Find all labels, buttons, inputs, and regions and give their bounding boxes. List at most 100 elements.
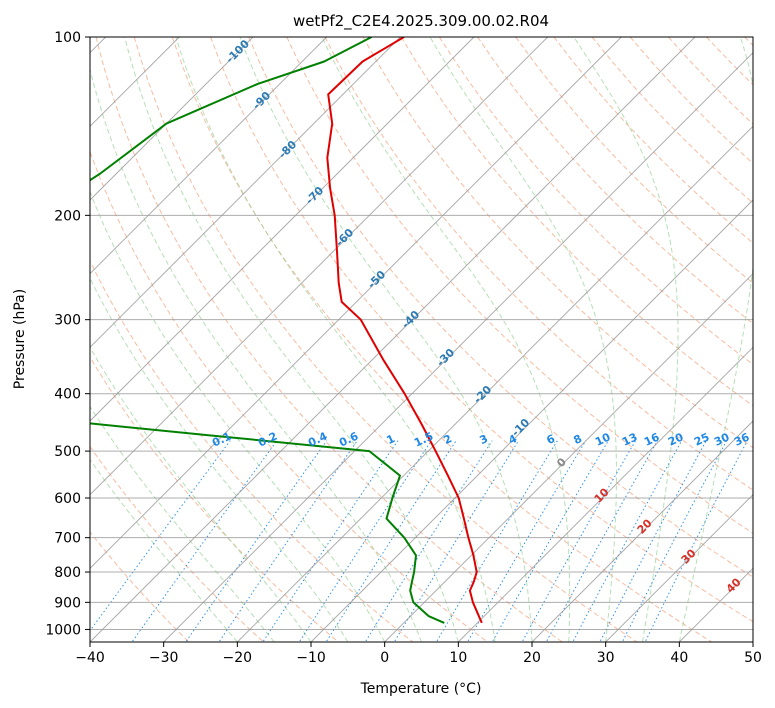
moist-adiabat bbox=[90, 458, 238, 642]
dry-adiabat bbox=[90, 445, 265, 642]
mixing-ratio-line bbox=[621, 440, 728, 642]
moist-adiabat bbox=[429, 37, 617, 642]
mixing-ratio-line bbox=[491, 440, 609, 642]
moist-adiabat bbox=[175, 37, 496, 642]
mixing-ratio-line bbox=[644, 440, 748, 642]
moist-adiabat bbox=[90, 346, 312, 642]
y-tick-label: 300 bbox=[54, 313, 81, 329]
isotherm-line bbox=[90, 37, 328, 275]
plot-line-labels: -100-90-80-70-60-50-40-30-20-10102030400… bbox=[210, 37, 752, 596]
x-axis: −40 −30 −20 −10 0 10 20 30 40 50 bbox=[75, 642, 762, 666]
y-tick-label: 900 bbox=[54, 595, 81, 611]
dry-adiabat bbox=[171, 37, 713, 642]
x-tick-label: −20 bbox=[223, 650, 253, 666]
isotherm-line bbox=[163, 51, 753, 642]
y-tick-label: 200 bbox=[54, 208, 81, 224]
moist-adiabat-label: 0 bbox=[554, 455, 569, 470]
plot-grid bbox=[90, 37, 753, 642]
mixing-ratio-line bbox=[521, 440, 637, 642]
y-axis: 100 200 300 400 500 600 700 800 900 1000 bbox=[45, 30, 90, 638]
x-tick-label: 50 bbox=[744, 650, 762, 666]
dry-adiabat bbox=[133, 37, 638, 642]
moist-adiabat bbox=[573, 37, 679, 642]
isotherm-line bbox=[90, 37, 549, 496]
mixing-ratio-line bbox=[325, 440, 457, 642]
isotherm-line bbox=[236, 125, 753, 642]
mixing-ratio-label: 20 bbox=[666, 430, 686, 448]
mixing-ratio-line bbox=[364, 440, 493, 642]
dry-adiabat bbox=[248, 37, 753, 578]
mixing-ratio-label: 36 bbox=[732, 430, 752, 448]
mixing-ratio-label: 25 bbox=[692, 430, 711, 448]
dry-adiabat bbox=[286, 37, 753, 534]
isotherm-line bbox=[457, 346, 753, 642]
dry-adiabat-label: -20 bbox=[471, 383, 494, 406]
x-tick-label: 20 bbox=[523, 650, 541, 666]
dry-adiabat-label: -90 bbox=[250, 89, 273, 112]
moist-adiabat bbox=[239, 37, 533, 642]
mixing-ratio-line bbox=[572, 440, 683, 642]
mixing-ratio-line bbox=[599, 440, 707, 642]
dry-adiabat-label: -50 bbox=[365, 268, 388, 291]
isotherm-line bbox=[605, 493, 753, 642]
mixing-ratio-label: 0.6 bbox=[337, 429, 360, 449]
dry-adiabat bbox=[324, 37, 753, 491]
mixing-ratio-label: 0.1 bbox=[210, 430, 233, 450]
moist-adiabat bbox=[124, 37, 459, 642]
dry-adiabat bbox=[438, 37, 753, 366]
temperature-line bbox=[326, 37, 483, 624]
dry-adiabat-label: -30 bbox=[434, 346, 457, 369]
moist-adiabat bbox=[90, 405, 275, 642]
isotherm-line bbox=[310, 199, 753, 642]
x-tick-label: 10 bbox=[449, 650, 467, 666]
y-axis-label: Pressure (hPa) bbox=[12, 289, 28, 389]
moist-adiabat bbox=[678, 37, 753, 642]
x-axis-label: Temperature (°C) bbox=[360, 681, 482, 697]
plot-frame bbox=[89, 36, 754, 643]
dewpoint-line bbox=[90, 37, 445, 624]
y-tick-label: 1000 bbox=[45, 622, 81, 638]
y-tick-label: 600 bbox=[54, 491, 81, 507]
isotherm-line bbox=[90, 37, 254, 201]
x-tick-label: −10 bbox=[296, 650, 326, 666]
mixing-ratio-line bbox=[185, 440, 328, 642]
mixing-ratio-label: 10 bbox=[593, 430, 613, 448]
y-tick-label: 500 bbox=[54, 444, 81, 460]
plot-series bbox=[90, 37, 483, 624]
mixing-ratio-label: 30 bbox=[712, 430, 732, 448]
mixing-ratio-line bbox=[131, 440, 278, 642]
isotherm-line bbox=[90, 37, 401, 349]
mixing-ratio-label: 0.2 bbox=[256, 430, 279, 450]
mixing-ratio-line bbox=[298, 440, 432, 642]
mixing-ratio-label: 16 bbox=[642, 430, 662, 448]
y-tick-label: 100 bbox=[54, 30, 81, 46]
dry-adiabat-label: 10 bbox=[592, 485, 612, 505]
x-tick-label: −30 bbox=[149, 650, 179, 666]
y-tick-label: 400 bbox=[54, 387, 81, 403]
moist-adiabat bbox=[90, 277, 349, 642]
chart-title: wetPf2_C2E4.2025.309.00.02.R04 bbox=[293, 12, 549, 31]
y-tick-label: 800 bbox=[54, 565, 81, 581]
x-tick-label: 0 bbox=[380, 650, 389, 666]
mixing-ratio-line bbox=[262, 440, 399, 642]
x-tick-label: −40 bbox=[75, 650, 105, 666]
isotherm-line bbox=[90, 37, 475, 422]
y-tick-label: 700 bbox=[54, 531, 81, 547]
mixing-ratio-line bbox=[435, 440, 558, 642]
dry-adiabat bbox=[515, 37, 753, 284]
mixing-ratio-label: 2 bbox=[442, 432, 454, 447]
mixing-ratio-label: 1.5 bbox=[412, 430, 435, 450]
isotherm-line bbox=[90, 37, 696, 642]
moist-adiabat bbox=[321, 37, 571, 642]
isotherm-line bbox=[752, 641, 753, 642]
mixing-ratio-line bbox=[90, 440, 231, 632]
isotherm-line bbox=[531, 420, 753, 642]
x-tick-label: 30 bbox=[597, 650, 615, 666]
mixing-ratio-label: 13 bbox=[620, 430, 639, 448]
mixing-ratio-line bbox=[545, 440, 659, 642]
x-tick-label: 40 bbox=[670, 650, 688, 666]
isotherm-line bbox=[90, 37, 622, 570]
moist-adiabat bbox=[90, 67, 422, 642]
isotherm-line bbox=[384, 272, 753, 642]
